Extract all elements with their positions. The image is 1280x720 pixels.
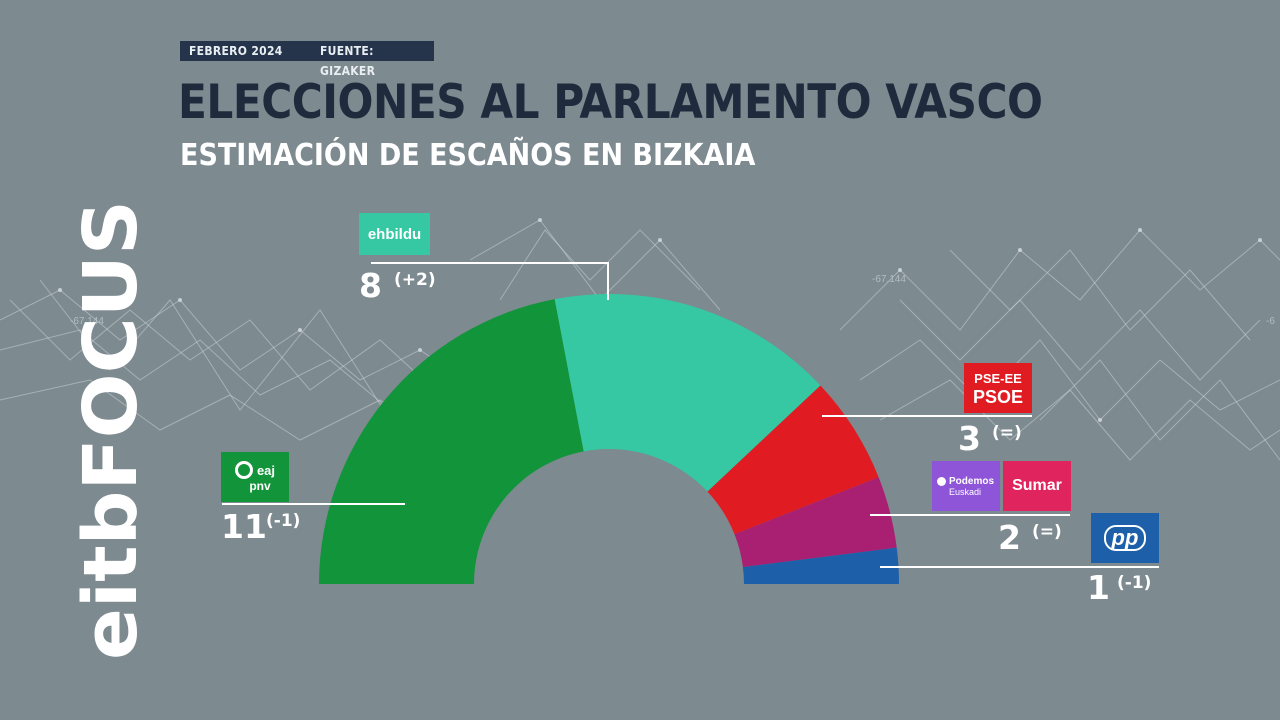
sumar-logo: Sumar bbox=[1003, 461, 1071, 511]
euskadi-text: Euskadi bbox=[949, 486, 982, 497]
pp-text: pp bbox=[1103, 525, 1147, 551]
seat-change-psoe: (=) bbox=[992, 423, 1022, 443]
psoe-logo: PSE-EE PSOE bbox=[964, 363, 1032, 413]
psoe-text: PSOE bbox=[972, 387, 1024, 407]
seat-change-pp: (-1) bbox=[1117, 573, 1152, 593]
seat-change-ehbildu: (+2) bbox=[394, 270, 436, 290]
brand-text: eitbFOCUS bbox=[70, 200, 150, 660]
seat-arc-1 bbox=[554, 294, 821, 492]
date-tag: FEBRERO 2024 bbox=[180, 41, 434, 61]
seat-count-pp: 1 bbox=[1087, 568, 1110, 607]
eaj-swirl-icon bbox=[234, 461, 253, 479]
seat-count-podemos-sumar: 2 bbox=[998, 518, 1021, 557]
seat-count-ehbildu: 8 bbox=[359, 266, 382, 305]
pse-ee-text: PSE-EE bbox=[974, 371, 1022, 386]
leader-line-ehbildu bbox=[371, 262, 609, 300]
ticker-label: -67.144 bbox=[872, 274, 906, 285]
seat-count-eajpnv: 11 bbox=[221, 507, 267, 546]
sumar-text: Sumar bbox=[1012, 477, 1062, 494]
page-title: ELECCIONES AL PARLAMENTO VASCO bbox=[178, 75, 1043, 130]
ehbildu-logo-text: ehbildu bbox=[367, 225, 422, 243]
seat-arc-4 bbox=[742, 547, 899, 584]
eaj-text: eaj bbox=[256, 462, 276, 478]
seat-arc-2 bbox=[707, 385, 879, 535]
seat-arc-0 bbox=[319, 299, 584, 584]
seat-count-psoe: 3 bbox=[958, 419, 981, 458]
ticker-label: -67.144 bbox=[70, 316, 104, 327]
podemos-logo: Podemos Euskadi bbox=[932, 461, 1000, 511]
pp-logo: pp bbox=[1091, 513, 1159, 563]
eaj-pnv-logo: eaj pnv bbox=[221, 452, 289, 502]
podemos-circle-icon bbox=[937, 476, 946, 486]
pnv-text: pnv bbox=[249, 479, 271, 493]
podemos-text: Podemos bbox=[949, 475, 995, 487]
eitbfocus-logo: eitbFOCUS bbox=[70, 200, 150, 660]
seat-change-podemos-sumar: (=) bbox=[1032, 522, 1062, 542]
ehbildu-logo: ehbildu bbox=[359, 213, 430, 255]
seat-arc-3 bbox=[734, 477, 897, 568]
page-subtitle: ESTIMACIÓN DE ESCAÑOS EN BIZKAIA bbox=[180, 138, 756, 173]
ticker-label: -6 bbox=[1266, 316, 1275, 327]
seat-change-eajpnv: (-1) bbox=[266, 511, 301, 531]
source-tag: FUENTE: GIZAKER bbox=[320, 44, 376, 78]
